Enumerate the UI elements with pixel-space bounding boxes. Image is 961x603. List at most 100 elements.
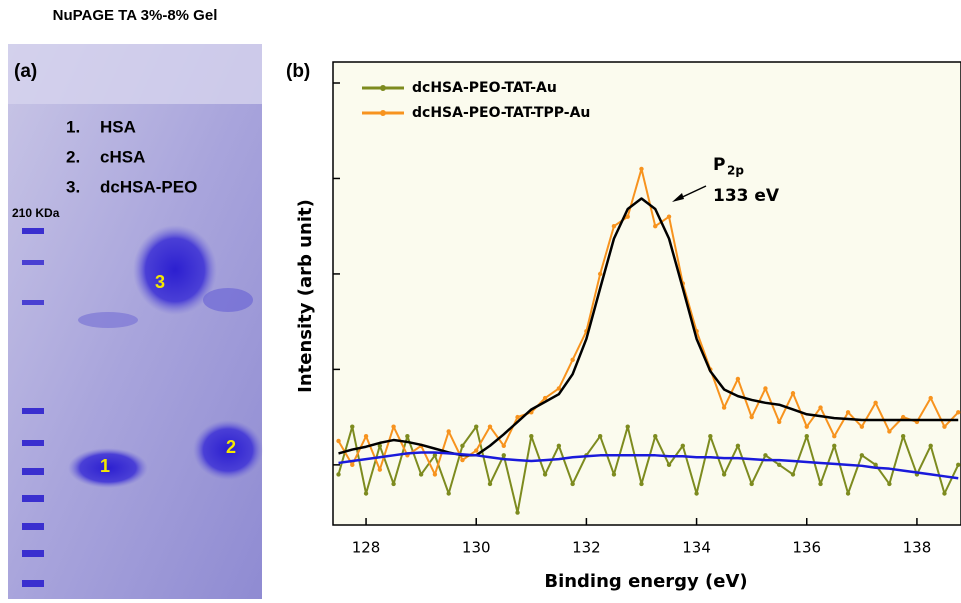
plot-area (332, 61, 961, 526)
data-point (515, 414, 520, 420)
data-point (845, 491, 851, 496)
series-line (338, 451, 959, 480)
data-point (556, 386, 562, 391)
data-point (542, 472, 548, 477)
legend-label: dcHSA-PEO (100, 177, 197, 196)
data-point (818, 481, 823, 487)
data-point (900, 414, 906, 420)
data-point (597, 271, 603, 277)
data-point (749, 414, 754, 420)
data-point (474, 448, 479, 453)
data-point (763, 386, 768, 391)
gel-lanes (8, 44, 263, 587)
data-point (639, 481, 644, 487)
data-point (529, 434, 534, 439)
data-point (666, 214, 672, 219)
data-point (542, 395, 548, 401)
data-point (735, 376, 741, 382)
plot-lines (336, 166, 961, 515)
data-point (556, 443, 562, 448)
data-point (625, 424, 630, 429)
data-point (873, 462, 878, 468)
data-point (708, 434, 713, 439)
data-point (777, 419, 782, 425)
data-point (446, 491, 451, 496)
data-point (405, 434, 410, 439)
data-point (942, 491, 947, 496)
data-point (336, 472, 341, 477)
data-point (653, 434, 658, 439)
data-point (832, 443, 837, 448)
legend-label: HSA (100, 117, 136, 136)
data-point (570, 357, 575, 363)
band-label: 2 (226, 437, 236, 457)
band-label: 1 (100, 456, 110, 476)
data-point (721, 472, 727, 477)
x-tick-label: 134 (682, 539, 711, 557)
data-point (804, 434, 809, 439)
legend-number: 1. (66, 117, 80, 136)
data-point (653, 223, 658, 229)
data-point (363, 434, 369, 439)
data-point (790, 472, 796, 477)
data-point (432, 472, 438, 477)
annotation-symbol: P (713, 155, 725, 175)
data-point (859, 424, 865, 429)
y-axis-label: Intensity (arb unit) (295, 199, 316, 393)
data-point (611, 223, 617, 229)
data-point (790, 391, 796, 396)
panel-label: (a) (14, 61, 37, 82)
data-point (377, 443, 383, 448)
data-point (666, 462, 672, 468)
data-point (597, 434, 603, 439)
data-point (735, 443, 741, 448)
legend-number: 3. (66, 177, 80, 196)
data-point (350, 462, 355, 468)
marker-label: 210 KDa (12, 206, 60, 220)
x-tick-label: 136 (792, 539, 821, 557)
data-point (721, 405, 727, 410)
band-label: 3 (155, 272, 165, 292)
data-point (446, 429, 451, 434)
x-axis-label: Binding energy (eV) (544, 571, 747, 592)
data-point (501, 443, 506, 448)
data-point (928, 395, 933, 401)
data-point (363, 491, 369, 496)
data-point (487, 424, 493, 429)
panel-label: (b) (286, 61, 310, 82)
data-point (956, 462, 961, 468)
data-point (804, 424, 809, 429)
data-point (680, 443, 686, 448)
data-point (391, 481, 396, 487)
data-point (832, 434, 837, 439)
data-point (956, 410, 961, 415)
data-point (625, 214, 630, 219)
x-tick-label: 132 (572, 539, 601, 557)
data-point (763, 453, 768, 458)
gel-title: NuPAGE TA 3%-8% Gel (53, 7, 218, 24)
data-point (350, 424, 355, 429)
data-point (928, 443, 933, 448)
series-line (338, 197, 959, 457)
legend-number: 2. (66, 147, 80, 166)
data-point (900, 434, 906, 439)
data-point (487, 481, 493, 487)
data-point (611, 472, 617, 477)
data-point (418, 472, 424, 477)
annotation-arrow (672, 185, 707, 202)
series-line (337, 425, 960, 514)
data-point (336, 438, 341, 444)
x-tick-label: 128 (352, 539, 381, 557)
data-point (694, 491, 699, 496)
data-point (749, 481, 754, 487)
legend-label: dcHSA-PEO-TAT-TPP-Au (412, 105, 590, 121)
data-point (873, 400, 878, 406)
data-point (942, 424, 947, 429)
data-point (501, 453, 506, 458)
data-point (391, 424, 396, 429)
x-tick-label: 138 (903, 539, 932, 557)
legend-marker (380, 110, 386, 116)
annotation-energy: 133 eV (713, 186, 780, 206)
